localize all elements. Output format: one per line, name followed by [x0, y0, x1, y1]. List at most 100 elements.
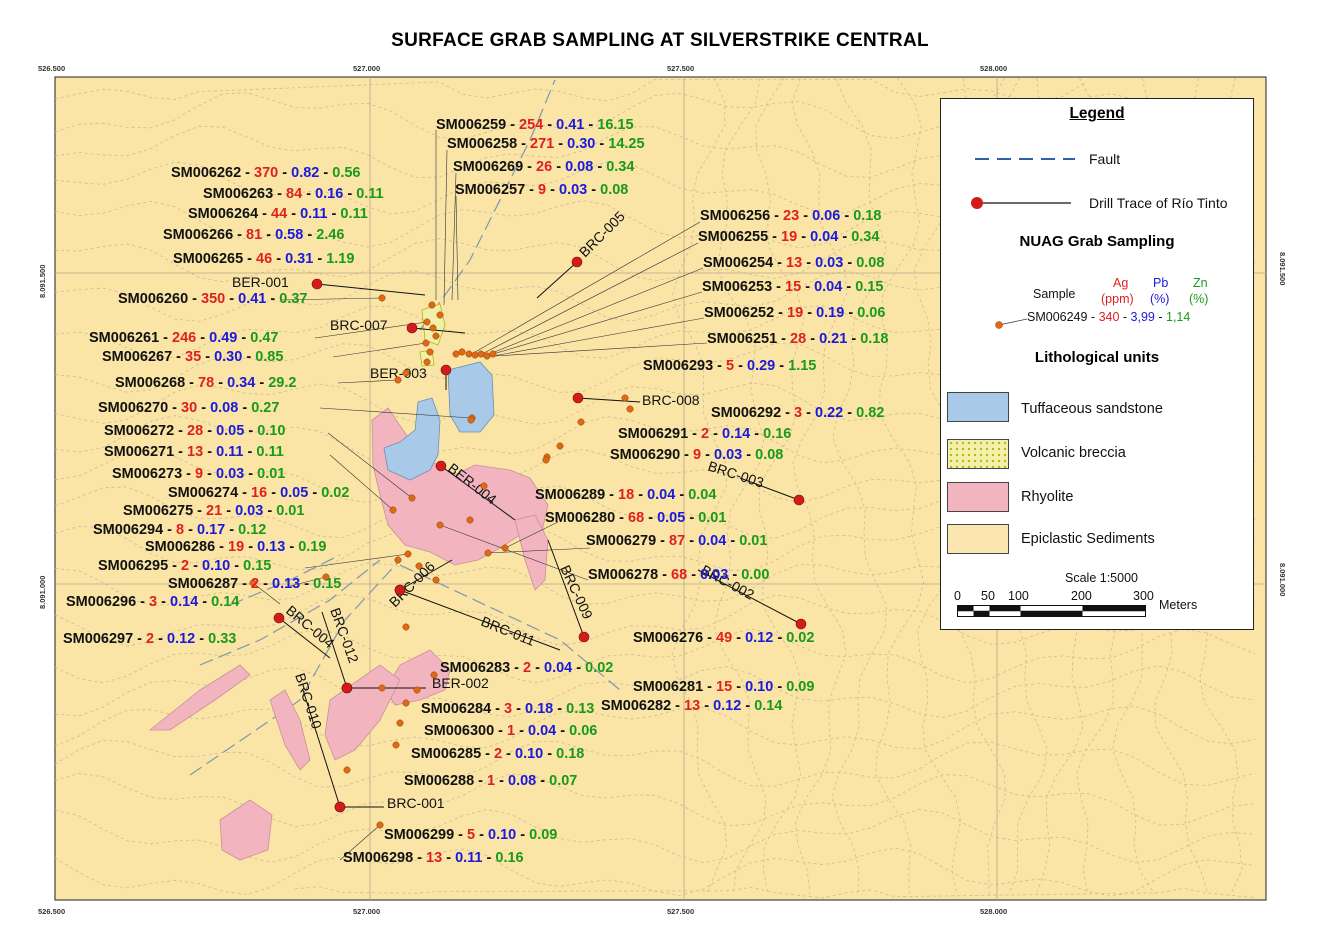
zn-value: 16.15: [597, 117, 633, 133]
sample-marker: [378, 684, 386, 692]
ag-value: 81: [246, 227, 262, 243]
leader-line: [479, 242, 699, 356]
sample-label-sm006268: SM006268 - 78 - 0.34 - 29.2: [115, 375, 296, 391]
separator: -: [272, 251, 285, 267]
contour-line: [294, 886, 1256, 899]
separator: -: [198, 594, 211, 610]
separator: -: [685, 533, 698, 549]
separator: -: [552, 159, 565, 175]
rhyolite-swatch: [947, 482, 1009, 512]
drill-trace-label: Drill Trace of Río Tinto: [1089, 195, 1228, 211]
separator: -: [225, 291, 238, 307]
pb-head: Pb: [1153, 276, 1169, 290]
separator: -: [494, 723, 507, 739]
sample-label-sm006291: SM006291 - 2 - 0.14 - 0.16: [618, 426, 791, 442]
separator: -: [185, 375, 198, 391]
sample-label-sm006290: SM006290 - 9 - 0.03 - 0.08: [610, 447, 783, 463]
drill-collar-ber-001: [311, 278, 323, 290]
sample-marker: [501, 544, 509, 552]
contour-line: [831, 77, 888, 895]
pb-value: 0.05: [657, 510, 685, 526]
sample-id: SM006264: [188, 206, 258, 222]
leader-line: [339, 824, 381, 861]
drill-trace-brc-006: [399, 559, 453, 591]
sample-marker: [477, 350, 485, 358]
y-tick-left-2: 8.091.000: [38, 576, 47, 609]
zn-value: 0.06: [857, 305, 885, 321]
sample-id: SM006252: [704, 305, 774, 321]
drill-trace-brc-011: [399, 589, 561, 651]
separator: -: [799, 208, 812, 224]
separator: -: [214, 375, 227, 391]
separator: -: [285, 539, 298, 555]
pb-value: 0.16: [315, 186, 343, 202]
zn-value: 0.34: [851, 229, 879, 245]
separator: -: [241, 165, 254, 181]
pb-value: 0.13: [257, 539, 285, 555]
x-tick-bottom-4: 528.000: [980, 907, 1007, 916]
sample-label-sm006251: SM006251 - 28 - 0.21 - 0.18: [707, 331, 888, 347]
separator: -: [797, 229, 810, 245]
separator: -: [634, 487, 647, 503]
sample-label-sm006257: SM006257 - 9 - 0.03 - 0.08: [455, 182, 628, 198]
scale-tick-100: 100: [1008, 589, 1029, 603]
sample-label-sm006262: SM006262 - 370 - 0.82 - 0.56: [171, 165, 360, 181]
sample-marker: [415, 562, 423, 570]
separator: -: [196, 330, 209, 346]
zn-value: 0.14: [754, 698, 782, 714]
ag-value: 13: [786, 255, 802, 271]
separator: -: [515, 723, 528, 739]
separator: -: [168, 558, 181, 574]
x-tick-bottom-2: 527.000: [353, 907, 380, 916]
zn-value: 0.47: [250, 330, 278, 346]
breccia-label: Volcanic breccia: [1021, 445, 1126, 461]
ag-value: 68: [671, 567, 687, 583]
pb-value: 0.03: [714, 447, 742, 463]
contour-line: [875, 77, 925, 895]
leader-line: [494, 342, 708, 357]
ag-value: 44: [271, 206, 287, 222]
ag-value: 254: [519, 117, 543, 133]
separator: -: [536, 773, 549, 789]
drill-trace-symbol: [971, 197, 1071, 209]
separator: -: [258, 206, 271, 222]
ag-value: 2: [701, 426, 709, 442]
rhyolite-unit: [148, 664, 251, 731]
separator: -: [685, 510, 698, 526]
sample-marker: [432, 332, 440, 340]
tuffaceous-unit: [383, 397, 441, 481]
sample-label-sm006256: SM006256 - 23 - 0.06 - 0.18: [700, 208, 881, 224]
separator: -: [243, 251, 256, 267]
ag-value: 2: [494, 746, 502, 762]
ag-value: 19: [787, 305, 803, 321]
ag-value: 84: [286, 186, 302, 202]
pb-value: 0.19: [816, 305, 844, 321]
pb-value: 0.13: [272, 576, 300, 592]
x-tick-bottom-3: 527.500: [667, 907, 694, 916]
separator: -: [238, 576, 251, 592]
sample-id: SM006258: [447, 136, 517, 152]
ag-value: 78: [198, 375, 214, 391]
scale-tick-0: 0: [954, 589, 961, 603]
example-pb: 3,99: [1130, 310, 1155, 324]
contour-line: [54, 238, 1256, 283]
sample-label-sm006275: SM006275 - 21 - 0.03 - 0.01: [123, 503, 304, 519]
separator: -: [225, 522, 238, 538]
separator: -: [615, 510, 628, 526]
x-tick-top-1: 526.500: [38, 64, 65, 73]
contour-line: [791, 77, 848, 895]
sample-label-sm006293: SM006293 - 5 - 0.29 - 1.15: [643, 358, 816, 374]
pb-value: 0.22: [815, 405, 843, 421]
pb-value: 0.08: [565, 159, 593, 175]
separator: -: [700, 698, 713, 714]
sample-id: SM006262: [171, 165, 241, 181]
separator: -: [732, 679, 745, 695]
separator: -: [278, 165, 291, 181]
separator: -: [184, 522, 197, 538]
drill-collar-ber-004: [435, 460, 447, 472]
ag-value: 26: [536, 159, 552, 175]
pb-value: 0.03: [700, 567, 728, 583]
drill-trace-brc-008: [577, 397, 641, 403]
sample-label-sm006295: SM006295 - 2 - 0.10 - 0.15: [98, 558, 271, 574]
ag-value: 35: [185, 349, 201, 365]
